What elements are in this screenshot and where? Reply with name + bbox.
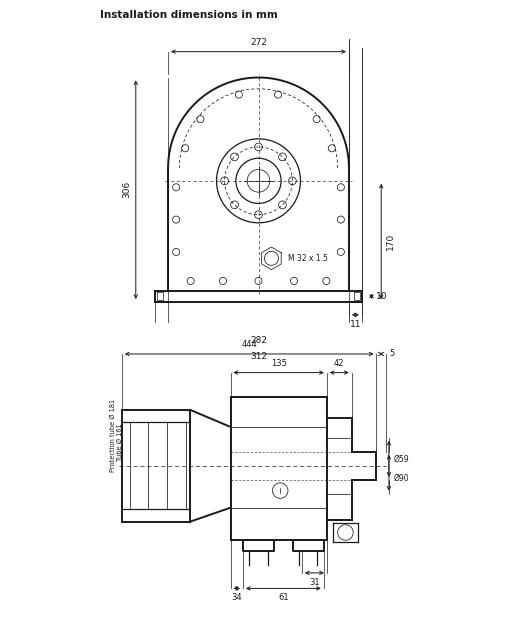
Text: Ø90: Ø90 [393, 474, 409, 483]
Text: 306: 306 [122, 181, 131, 198]
Text: Ø59: Ø59 [393, 455, 409, 464]
Text: 135: 135 [271, 359, 286, 368]
Text: 282: 282 [250, 336, 267, 345]
Text: 31: 31 [309, 578, 320, 586]
Text: 34: 34 [232, 593, 242, 602]
Text: 170: 170 [386, 233, 395, 250]
Text: 61: 61 [278, 593, 288, 602]
Text: 11: 11 [349, 320, 361, 329]
Text: 272: 272 [250, 38, 267, 47]
Text: 10: 10 [376, 292, 388, 301]
Text: Tube Ø 161: Tube Ø 161 [116, 423, 123, 461]
Text: Installation dimensions in mm: Installation dimensions in mm [100, 10, 278, 20]
Text: 444: 444 [241, 340, 257, 349]
Text: M 32 x 1.5: M 32 x 1.5 [287, 254, 327, 263]
Text: 5: 5 [389, 350, 394, 358]
Text: 42: 42 [334, 359, 344, 368]
Text: 312: 312 [250, 352, 267, 361]
Text: Protection tube Ø 181: Protection tube Ø 181 [110, 399, 116, 471]
